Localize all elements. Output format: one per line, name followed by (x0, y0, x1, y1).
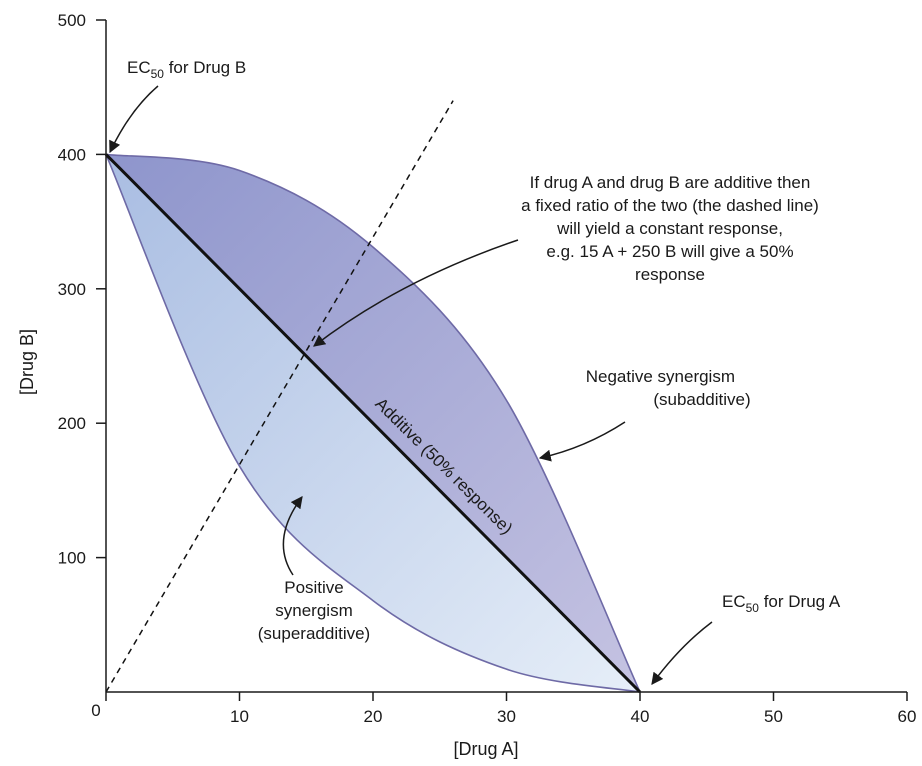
y-origin-label: 0 (91, 701, 100, 720)
svg-text:synergism: synergism (275, 601, 352, 620)
x-tick-label: 10 (230, 707, 249, 726)
svg-text:(subadditive): (subadditive) (653, 390, 750, 409)
additive-note-arrow (313, 239, 519, 347)
positive-synergism-label: Positive synergism (superadditive) (258, 578, 370, 643)
svg-text:response: response (635, 265, 705, 284)
ec50-drug-b-arrow (109, 85, 159, 154)
ec50-drug-a-label: EC50 for Drug A (722, 592, 841, 615)
y-tick-label: 200 (58, 414, 86, 433)
x-tick-label: 30 (497, 707, 516, 726)
svg-text:a fixed ratio of the two (the: a fixed ratio of the two (the dashed lin… (521, 196, 819, 215)
y-tick-label: 300 (58, 280, 86, 299)
negative-synergism-label: Negative synergism (subadditive) (586, 367, 751, 409)
y-tick-label: 100 (58, 549, 86, 568)
fixed-ratio-dashed-line (105, 100, 454, 693)
x-tick-label: 20 (364, 707, 383, 726)
y-tick-label: 500 (58, 11, 86, 30)
x-axis-ticks: 10 20 30 40 50 60 (105, 692, 917, 726)
svg-text:Negative synergism: Negative synergism (586, 367, 735, 386)
x-tick-label: 60 (898, 707, 917, 726)
x-tick-label: 50 (764, 707, 783, 726)
y-axis-ticks: 100 200 300 400 500 (58, 11, 106, 568)
x-tick-label: 40 (631, 707, 650, 726)
x-axis-title: [Drug A] (453, 739, 518, 759)
subadditive-isobole-curve (105, 153, 641, 693)
svg-text:(superadditive): (superadditive) (258, 624, 370, 643)
ec50-drug-a-arrow (651, 621, 713, 685)
superadditive-isobole-curve (105, 154, 641, 693)
svg-text:If drug A and drug B are addit: If drug A and drug B are additive then (530, 173, 811, 192)
svg-text:will yield a constant response: will yield a constant response, (556, 219, 783, 238)
positive-synergism-arrow (282, 496, 303, 576)
svg-text:Positive: Positive (284, 578, 344, 597)
negative-synergism-arrow (538, 421, 626, 462)
y-axis-title: [Drug B] (17, 329, 37, 395)
additive-line (104, 153, 642, 694)
ec50-drug-b-label: EC50 for Drug B (127, 58, 246, 81)
additive-note: If drug A and drug B are additive then a… (521, 173, 819, 284)
y-tick-label: 400 (58, 145, 86, 164)
svg-text:e.g. 15 A + 250 B will give a: e.g. 15 A + 250 B will give a 50% (546, 242, 793, 261)
